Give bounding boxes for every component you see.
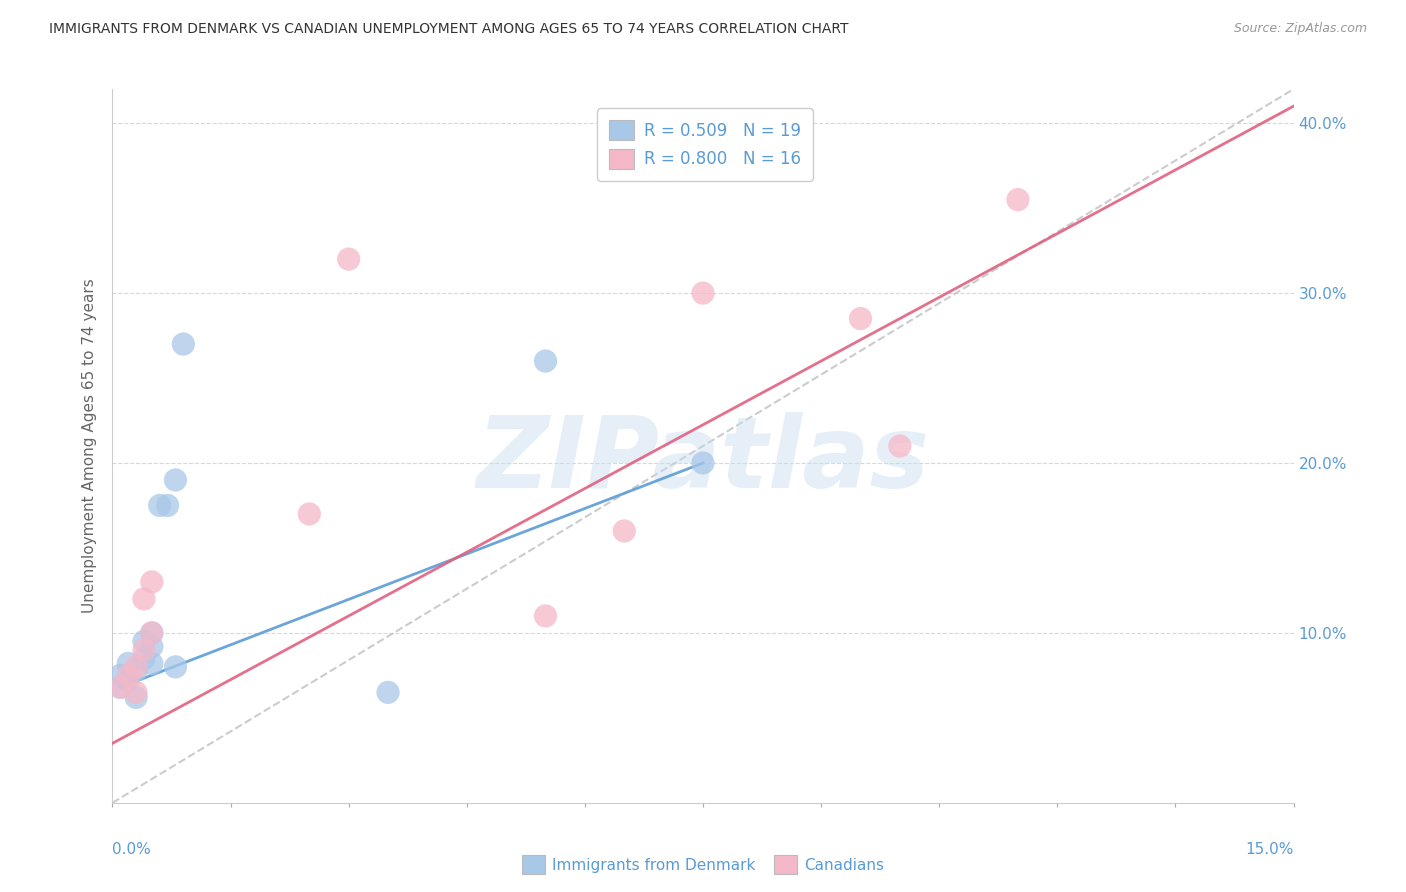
Point [125, 663, 148, 677]
Point [141, 626, 163, 640]
Point [132, 643, 155, 657]
Point [132, 591, 155, 606]
Point [117, 673, 139, 688]
Point [172, 337, 194, 351]
Point [534, 608, 557, 623]
Point [141, 574, 163, 589]
Point [613, 524, 636, 538]
Point [125, 685, 148, 699]
Legend: Immigrants from Denmark, Canadians: Immigrants from Denmark, Canadians [516, 849, 890, 880]
Text: 15.0%: 15.0% [1246, 842, 1294, 857]
Point [692, 286, 714, 301]
Y-axis label: Unemployment Among Ages 65 to 74 years: Unemployment Among Ages 65 to 74 years [82, 278, 97, 614]
Point [125, 690, 148, 705]
Point [337, 252, 360, 266]
Point [889, 439, 911, 453]
Text: ZIPatlas: ZIPatlas [477, 412, 929, 508]
Point [165, 473, 187, 487]
Point [110, 668, 132, 682]
Point [141, 626, 163, 640]
Text: IMMIGRANTS FROM DENMARK VS CANADIAN UNEMPLOYMENT AMONG AGES 65 TO 74 YEARS CORRE: IMMIGRANTS FROM DENMARK VS CANADIAN UNEM… [49, 22, 849, 37]
Point [117, 668, 139, 682]
Point [1007, 193, 1029, 207]
Text: Source: ZipAtlas.com: Source: ZipAtlas.com [1233, 22, 1367, 36]
Point [377, 685, 399, 699]
Point [165, 660, 187, 674]
Point [125, 660, 148, 674]
Point [110, 680, 132, 694]
Text: 0.0%: 0.0% [112, 842, 152, 857]
Point [141, 657, 163, 671]
Point [149, 499, 172, 513]
Point [132, 634, 155, 648]
Point [156, 499, 179, 513]
Point [534, 354, 557, 368]
Point [298, 507, 321, 521]
Point [110, 680, 132, 694]
Point [132, 651, 155, 665]
Legend: R = 0.509   N = 19, R = 0.800   N = 16: R = 0.509 N = 19, R = 0.800 N = 16 [598, 108, 813, 180]
Point [692, 456, 714, 470]
Point [849, 311, 872, 326]
Point [141, 640, 163, 654]
Point [117, 657, 139, 671]
